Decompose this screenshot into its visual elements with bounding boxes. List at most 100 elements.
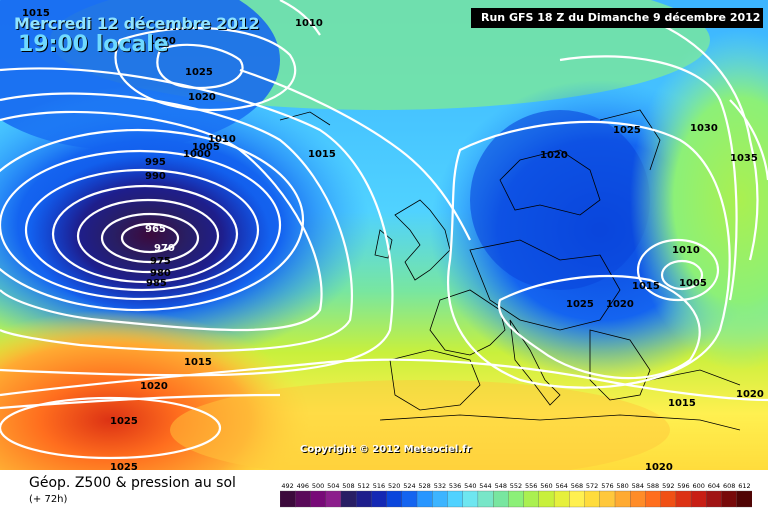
scale-swatch	[386, 490, 403, 508]
scale-tick-label: 552	[510, 482, 522, 490]
isobar-label: 1000	[183, 149, 211, 160]
scale-swatch	[447, 490, 464, 508]
scale-tick-label: 492	[281, 482, 293, 490]
trough-core-area	[470, 110, 650, 290]
scale-swatch	[477, 490, 494, 508]
scale-tick-label: 580	[616, 482, 628, 490]
scale-swatch	[401, 490, 418, 508]
isobar-label: 965	[145, 224, 166, 235]
isobar-1025-high	[0, 396, 222, 460]
isobar-label: 980	[150, 268, 171, 279]
scale-tick-label: 572	[586, 482, 598, 490]
scale-tick-label: 604	[708, 482, 720, 490]
isobar-label: 1025	[566, 299, 594, 310]
isobar-1030	[649, 18, 759, 261]
france	[429, 289, 506, 356]
isobar-label: 1015	[668, 398, 696, 409]
italy	[509, 319, 561, 406]
scale-swatch	[416, 490, 433, 508]
isobar-1005	[0, 92, 354, 352]
isobar-975	[76, 198, 220, 274]
scale-swatch	[569, 490, 585, 508]
isobar-label: 1020	[188, 92, 216, 103]
scale-tick-label: 524	[403, 482, 415, 490]
isobar-label: 1015	[184, 357, 212, 368]
north-africa-coast	[379, 414, 741, 431]
scale-swatch	[523, 490, 540, 508]
scale-swatch	[660, 490, 677, 508]
isobar-985	[24, 168, 260, 292]
scale-tick-label: 600	[692, 482, 704, 490]
scale-swatch	[645, 490, 662, 508]
isobar-980	[51, 184, 239, 284]
forecast-time: 19:00 locale	[18, 32, 169, 57]
scale-tick-label: 608	[723, 482, 735, 490]
scale-swatch	[310, 490, 327, 508]
scale-tick-label: 536	[449, 482, 461, 490]
copyright-label: Copyright © 2012 Meteociel.fr	[300, 444, 472, 455]
isobar-1000	[0, 110, 323, 332]
scale-swatch	[371, 490, 388, 508]
scale-swatch	[493, 490, 509, 508]
isobar-label: 1020	[148, 36, 176, 47]
isobar-label: 990	[145, 171, 166, 182]
run-label: Run GFS 18 Z du Dimanche 9 décembre 2012	[471, 8, 763, 28]
south-yellow-band	[170, 380, 670, 470]
isobar-995	[0, 128, 305, 312]
isobar-965	[120, 222, 180, 254]
isobar-1025-east	[559, 55, 738, 301]
isobar-label: 1035	[730, 153, 758, 164]
finland	[599, 109, 661, 171]
isobar-label: 1030	[690, 123, 718, 134]
scale-tick-label: 528	[418, 482, 430, 490]
weather-map: 1015 1020 1025 1020 1010 1010 1005 1000 …	[0, 0, 768, 470]
scale-swatch	[325, 490, 342, 508]
isobar-1015-south	[0, 358, 768, 402]
isobar-1020-east	[447, 120, 731, 389]
isobar-label: 1025	[110, 416, 138, 427]
turkey-coast	[649, 369, 741, 386]
scale-swatch	[706, 490, 722, 508]
isobar-970	[100, 212, 200, 264]
color-scale: 492 496 500 504 508 512 516 520 524 528 532 536 540 5…	[280, 482, 752, 508]
scale-tick-label: 544	[479, 482, 491, 490]
forecast-date: Mercredi 12 décembre 2012	[14, 14, 260, 33]
isobar-labels: 1015 1020 1025 1020 1010 1010 1005 1000 …	[22, 8, 764, 470]
isobar-label: 1015	[632, 281, 660, 292]
isobar-label: 1010	[295, 18, 323, 29]
scale-swatch	[508, 490, 525, 508]
legend-subtitle: (+ 72h)	[29, 494, 68, 505]
scale-swatch	[295, 490, 311, 508]
scale-tick-label: 564	[555, 482, 567, 490]
scale-tick-label: 520	[388, 482, 400, 490]
scale-swatch	[721, 490, 738, 508]
scale-tick-label: 516	[373, 482, 385, 490]
isobar-label: 1020	[606, 299, 634, 310]
scale-swatch	[690, 490, 707, 508]
scale-tick-label: 560	[540, 482, 552, 490]
isobar-1010	[0, 67, 394, 377]
scale-tick-label: 584	[632, 482, 644, 490]
isobar-label: 1020	[736, 389, 764, 400]
isobar-label: 975	[150, 256, 171, 267]
legend-title: Géop. Z500 & pression au sol	[29, 475, 236, 491]
scale-swatch	[340, 490, 357, 508]
isobar-1020-north	[114, 26, 297, 112]
isobar-label: 1005	[679, 278, 707, 289]
scale-tick-label: 596	[677, 482, 689, 490]
scale-tick-label: 576	[601, 482, 613, 490]
isobar-990	[0, 149, 282, 301]
scale-swatch	[630, 490, 646, 508]
isobar-label: 1010	[208, 134, 236, 145]
scale-swatch	[280, 490, 296, 508]
isobar-label: 970	[154, 243, 175, 254]
scale-tick-label: 532	[434, 482, 446, 490]
isobar-label: 995	[145, 157, 166, 168]
isobar-1010-east	[636, 238, 720, 302]
scale-tick-label: 512	[357, 482, 369, 490]
british-isles	[394, 199, 451, 281]
balkans	[589, 329, 651, 401]
isobar-label: 1005	[192, 142, 220, 153]
scale-swatch	[675, 490, 692, 508]
isobars	[0, 0, 768, 458]
